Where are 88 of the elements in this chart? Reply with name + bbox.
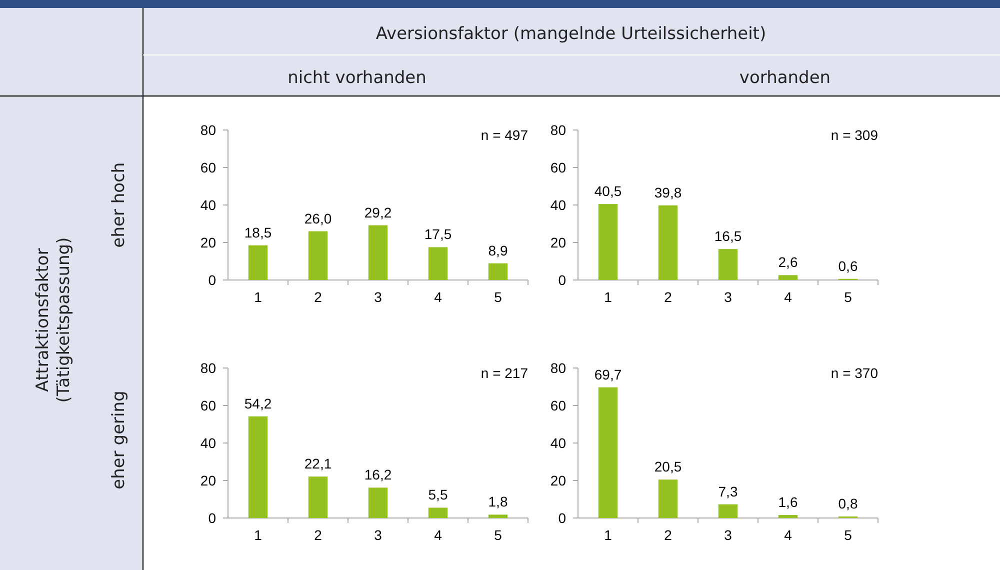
- bar: [428, 247, 448, 280]
- y-tick-label: 20: [200, 234, 216, 250]
- annotation: n = 217: [480, 365, 528, 381]
- x-tick-label: 1: [254, 527, 262, 543]
- y-tick-label: 40: [550, 196, 566, 213]
- bar: [368, 488, 388, 518]
- data-label: 16,5: [714, 228, 742, 244]
- bar: [658, 205, 678, 280]
- x-tick-label: 2: [664, 289, 672, 305]
- x-tick-label: 2: [664, 527, 672, 543]
- bar: [368, 225, 388, 280]
- chart-title: nicht vorhanden: [288, 68, 426, 88]
- bar: [718, 249, 738, 280]
- y-tick-label: 0: [208, 272, 216, 288]
- data-label: 8,9: [488, 242, 508, 258]
- x-tick-label: 1: [254, 289, 262, 305]
- bar: [658, 480, 678, 518]
- data-label: 18,5: [244, 224, 272, 240]
- data-label: 1,8: [488, 494, 508, 510]
- bar: [598, 204, 618, 280]
- data-label: 0,6: [838, 258, 858, 274]
- x-tick-label: 4: [434, 527, 442, 543]
- x-tick-label: 5: [844, 527, 852, 543]
- chart-title: vorhanden: [739, 68, 831, 88]
- data-label: 5,5: [428, 486, 448, 503]
- bar: [308, 231, 328, 280]
- y-tick-label: 40: [550, 434, 566, 451]
- x-tick-label: 4: [434, 289, 442, 305]
- bar: [428, 508, 448, 518]
- y-tick-label: 0: [558, 272, 566, 288]
- x-tick-label: 1: [604, 289, 612, 305]
- y-tick-label: 80: [550, 122, 566, 138]
- text: Aversionsfaktor (mangelnde Urteilssicherheit): [376, 24, 766, 44]
- data-label: 17,5: [424, 226, 452, 242]
- x-tick-label: 2: [314, 289, 322, 305]
- bar: [778, 515, 798, 518]
- annotation: n = 309: [830, 127, 878, 143]
- y-tick-label: 20: [200, 472, 216, 488]
- data-label: 7,3: [718, 483, 738, 500]
- x-tick-label: 3: [374, 527, 382, 543]
- data-label: 1,6: [778, 494, 798, 510]
- data-label: 0,8: [838, 496, 858, 512]
- y-tick-label: 40: [200, 196, 216, 213]
- x-tick-label: 5: [494, 527, 502, 543]
- y-tick-label: 80: [550, 360, 566, 376]
- bar: [308, 476, 328, 518]
- text: Attraktionsfaktor (Tätigkeitspassung): [33, 237, 74, 403]
- x-tick-label: 2: [314, 527, 322, 543]
- x-tick-label: 4: [784, 289, 792, 305]
- y-tick-label: 40: [200, 434, 216, 451]
- bar: [718, 504, 738, 518]
- y-axis-title: eher gering: [109, 390, 129, 490]
- x-tick-label: 4: [784, 527, 792, 543]
- data-label: 29,2: [364, 204, 392, 220]
- y-tick-label: 60: [200, 159, 216, 176]
- x-tick-label: 3: [724, 527, 732, 543]
- y-tick-label: 60: [550, 159, 566, 176]
- annotation: n = 370: [830, 365, 878, 381]
- data-label: 69,7: [594, 366, 622, 382]
- y-tick-label: 60: [200, 397, 216, 414]
- data-label: 20,5: [654, 458, 682, 475]
- y-tick-label: 80: [200, 122, 216, 138]
- x-tick-label: 5: [494, 289, 502, 305]
- bar: [488, 514, 508, 518]
- bar: [248, 245, 268, 280]
- data-label: 22,1: [304, 456, 332, 472]
- y-tick-label: 60: [550, 397, 566, 414]
- x-tick-label: 3: [724, 289, 732, 305]
- x-tick-label: 5: [844, 289, 852, 305]
- data-label: 54,2: [244, 395, 272, 412]
- annotation: n = 497: [480, 127, 528, 143]
- data-label: 16,2: [364, 466, 392, 483]
- data-label: 2,6: [778, 254, 798, 270]
- y-tick-label: 20: [550, 472, 566, 488]
- x-tick-label: 1: [604, 527, 612, 543]
- data-label: 40,5: [594, 183, 622, 200]
- bar: [598, 387, 618, 518]
- bar: [488, 263, 508, 280]
- y-axis-title: eher hoch: [109, 162, 129, 248]
- y-tick-label: 0: [208, 510, 216, 526]
- x-tick-label: 3: [374, 289, 382, 305]
- y-tick-label: 0: [558, 510, 566, 526]
- data-label: 26,0: [304, 210, 332, 226]
- bar: [778, 275, 798, 280]
- data-label: 39,8: [654, 184, 682, 200]
- bar: [248, 416, 268, 518]
- y-tick-label: 20: [550, 234, 566, 250]
- y-tick-label: 80: [200, 360, 216, 376]
